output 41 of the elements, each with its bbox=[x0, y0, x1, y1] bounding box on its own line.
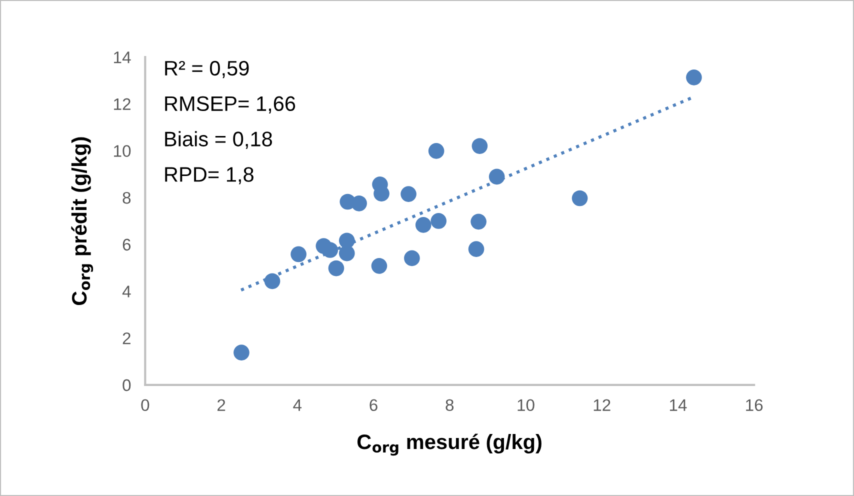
point bbox=[234, 344, 250, 360]
x-tick-label: 14 bbox=[670, 399, 687, 411]
point bbox=[430, 213, 447, 229]
y-tick-label: 2 bbox=[122, 332, 130, 344]
point bbox=[428, 143, 444, 159]
annotation: RMSEP= 1,66 bbox=[165, 96, 296, 114]
x-tick-label: 12 bbox=[594, 399, 610, 411]
y-axis-title: C$_{org}$ prédit (g/kg) bbox=[71, 137, 94, 306]
point bbox=[472, 138, 488, 154]
point bbox=[371, 258, 388, 274]
point bbox=[572, 190, 588, 206]
y-tick-label: 0 bbox=[122, 379, 131, 392]
point bbox=[338, 245, 355, 262]
point bbox=[686, 69, 702, 86]
x-tick-label: 0 bbox=[141, 399, 150, 412]
annotation: R² = 0,59 bbox=[165, 60, 249, 78]
x-tick-label: 2 bbox=[217, 399, 226, 411]
x-tick-label: 6 bbox=[370, 399, 378, 412]
x-axis-title: C$_{org}$ mesuré (g/kg) bbox=[357, 434, 542, 456]
x-tick-label: 16 bbox=[746, 399, 763, 412]
point bbox=[470, 214, 486, 230]
point bbox=[351, 195, 367, 212]
point bbox=[415, 217, 432, 233]
y-tick-label: 12 bbox=[114, 98, 130, 110]
y-tick-label: 8 bbox=[122, 192, 131, 204]
point bbox=[404, 250, 420, 266]
point bbox=[488, 168, 505, 185]
x-tick-label: 10 bbox=[518, 399, 534, 412]
point bbox=[400, 186, 416, 202]
x-tick-label: 8 bbox=[446, 399, 454, 412]
point bbox=[468, 241, 484, 257]
x-tick-label: 4 bbox=[293, 399, 302, 411]
annotation: Biais = 0,18 bbox=[165, 131, 272, 149]
point bbox=[290, 246, 306, 262]
y-tick-label: 14 bbox=[114, 52, 131, 64]
annotation: RPD= 1,8 bbox=[165, 167, 254, 184]
y-tick-label: 4 bbox=[122, 286, 131, 298]
y-tick-label: 10 bbox=[114, 145, 131, 157]
point bbox=[328, 260, 344, 276]
y-tick-label: 6 bbox=[122, 238, 131, 251]
point bbox=[264, 273, 280, 290]
